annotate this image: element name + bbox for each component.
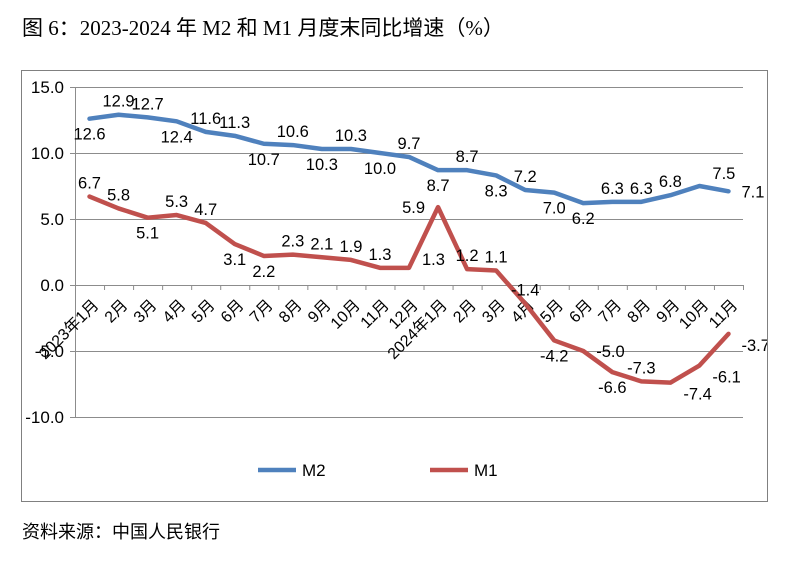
data-label: 10.6 [277, 123, 309, 141]
data-label: 9.7 [398, 135, 421, 153]
x-tick-label: 2月 [450, 297, 480, 327]
x-tick-label: 3月 [131, 297, 161, 327]
x-tick-label: 10月 [676, 297, 712, 333]
data-label: 11.6 [190, 110, 221, 128]
y-tick-label: 0.0 [40, 276, 64, 295]
y-tick-label: 5.0 [40, 210, 64, 229]
data-label: -6.1 [712, 369, 740, 387]
chart-border [21, 70, 768, 502]
data-label: 12.7 [132, 95, 164, 113]
data-label: 3.1 [223, 251, 246, 269]
data-label: 6.8 [659, 173, 682, 191]
data-label: 1.1 [485, 248, 508, 266]
x-tick-label: 6月 [218, 297, 248, 327]
data-label: -7.3 [627, 359, 655, 377]
data-label: -1.4 [511, 281, 539, 299]
data-label: 2.2 [252, 263, 275, 281]
y-tick-label: -10.0 [25, 408, 64, 427]
data-label: -3.7 [741, 337, 768, 355]
data-label: 12.4 [161, 128, 193, 146]
legend-m2-label: M2 [302, 461, 326, 480]
series-m2-line [87, 112, 731, 206]
x-tick-label: 4月 [160, 297, 190, 327]
x-tick-label: 10月 [328, 297, 364, 333]
y-tick-label: 15.0 [31, 78, 64, 97]
x-tick-label: 11月 [706, 297, 741, 332]
data-label: 8.7 [456, 148, 479, 166]
data-label: 5.9 [402, 199, 425, 217]
data-label: 6.3 [630, 180, 653, 198]
data-label: 2.3 [281, 233, 304, 251]
x-tick-label: 2023年1月 [36, 296, 103, 363]
data-label: 10.7 [248, 151, 280, 169]
data-label: 6.7 [78, 175, 101, 193]
data-label: 8.3 [485, 182, 508, 200]
data-label: 6.3 [601, 180, 624, 198]
legend: M2 M1 [258, 461, 498, 480]
data-label: 6.2 [572, 210, 595, 228]
x-tick-label: 5月 [189, 297, 219, 327]
source-note: 资料来源：中国人民银行 [22, 522, 220, 542]
data-label: 5.3 [165, 193, 188, 211]
data-label: 7.2 [514, 168, 537, 186]
data-label: 10.0 [364, 160, 396, 178]
data-label: 1.3 [368, 246, 391, 264]
data-label: 7.1 [741, 183, 764, 201]
series-m1-line [87, 194, 731, 385]
x-tick-label: 8月 [276, 297, 306, 327]
chart: 15.0 10.0 5.0 0.0 -5.0 -10.0 2023年1月 2月 3月 4月 5月 6月… [21, 70, 770, 502]
x-tick-label: 6月 [566, 297, 596, 327]
x-tick-label: 3月 [479, 297, 509, 327]
data-label: -7.4 [683, 386, 711, 404]
legend-m1-label: M1 [474, 461, 498, 480]
x-tick-label: 11月 [358, 297, 393, 332]
data-label: 1.9 [339, 238, 362, 256]
x-tick-label: 7月 [247, 297, 277, 327]
data-label: -5.0 [596, 343, 624, 361]
data-label: 2.1 [310, 235, 333, 253]
y-tick-label: 10.0 [31, 144, 64, 163]
data-label: 1.2 [456, 247, 479, 265]
data-label: -6.6 [598, 379, 626, 397]
x-tick-label: 7月 [596, 297, 626, 327]
data-label: 1.3 [422, 251, 445, 269]
series-m1-labels: 6.7 5.8 5.1 5.3 4.7 3.1 2.2 2.3 2.1 1.9 1.3 1.3 5.9 1… [78, 175, 770, 404]
data-label: 7.0 [543, 200, 566, 218]
figure-title: 图 6：2023-2024 年 M2 和 M1 月度末同比增速（%） [22, 16, 504, 40]
data-label: 4.7 [194, 201, 217, 219]
x-tick-label: 2月 [102, 297, 132, 327]
data-label: 5.8 [107, 186, 130, 204]
series-m2-labels: 12.6 12.912.7 12.411.611.3 10.7 10.6 10.3 10.3… [73, 93, 764, 228]
data-label: 11.3 [219, 114, 250, 132]
data-label: 10.3 [306, 156, 338, 174]
x-tick-label: 8月 [625, 297, 655, 327]
data-label: 5.1 [136, 225, 159, 243]
data-label: 12.9 [103, 93, 135, 111]
y-tick-labels: 15.0 10.0 5.0 0.0 -5.0 -10.0 [25, 78, 64, 427]
data-label: 8.7 [427, 177, 450, 195]
y-axis [70, 87, 76, 418]
y-tick-label: -5.0 [35, 342, 64, 361]
data-label: -4.2 [540, 347, 568, 365]
data-label: 10.3 [335, 127, 367, 145]
data-label: 7.5 [712, 165, 735, 183]
data-label: 12.6 [73, 126, 105, 144]
